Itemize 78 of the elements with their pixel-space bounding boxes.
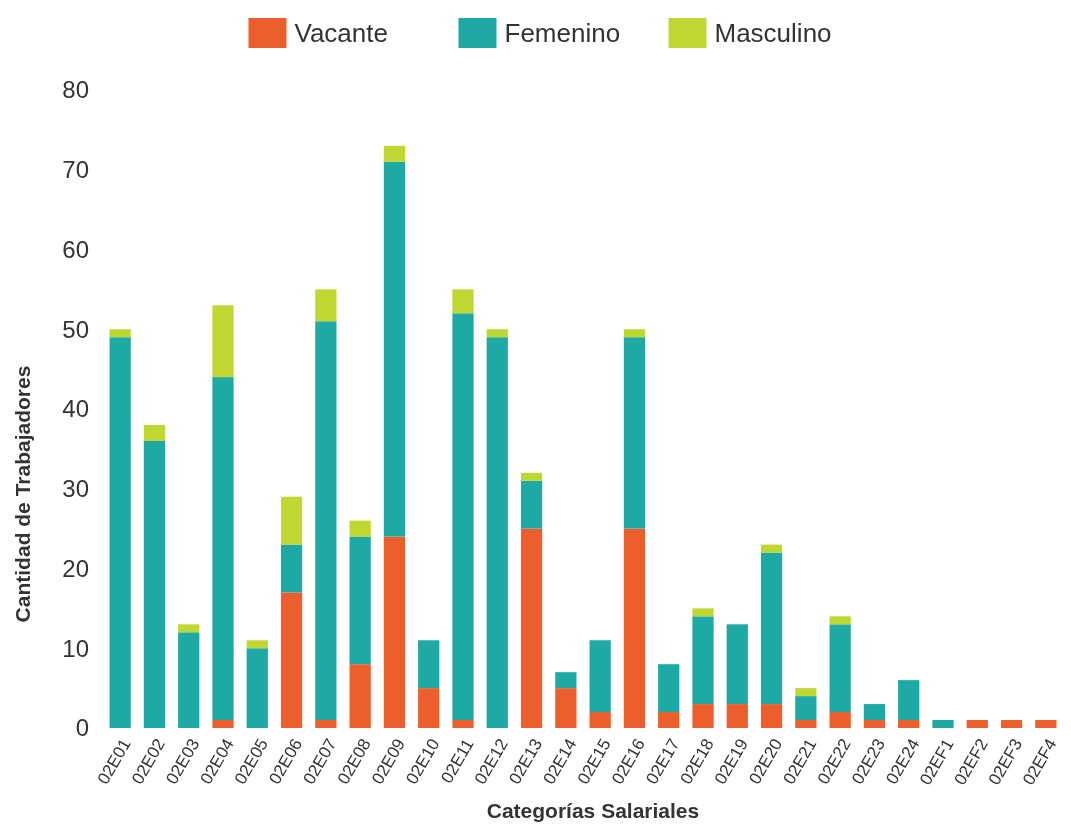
legend-label: Vacante bbox=[294, 18, 388, 49]
bar bbox=[623, 528, 646, 728]
bar bbox=[863, 720, 886, 728]
bar bbox=[623, 337, 646, 529]
bar bbox=[658, 712, 680, 728]
bar bbox=[486, 329, 508, 338]
y-tick-label: 50 bbox=[62, 315, 89, 343]
bar bbox=[795, 720, 817, 728]
bar bbox=[520, 528, 543, 728]
bar bbox=[246, 648, 268, 728]
bar bbox=[692, 616, 714, 705]
bar bbox=[109, 329, 131, 338]
bar bbox=[829, 616, 851, 625]
legend-label: Masculino bbox=[714, 18, 832, 49]
bar bbox=[623, 329, 646, 338]
y-tick-label: 30 bbox=[62, 475, 89, 503]
bar bbox=[143, 424, 166, 441]
bar bbox=[760, 552, 783, 705]
bar bbox=[795, 688, 817, 697]
bar bbox=[178, 632, 200, 728]
bar bbox=[212, 305, 234, 378]
bar bbox=[349, 520, 371, 537]
y-tick-label: 60 bbox=[62, 235, 89, 263]
y-tick-label: 40 bbox=[62, 395, 89, 423]
bar bbox=[795, 696, 817, 721]
y-axis-title: Cantidad de Trabajadores bbox=[11, 365, 34, 623]
bar bbox=[315, 720, 337, 728]
y-tick-label: 70 bbox=[62, 156, 89, 184]
bar bbox=[349, 664, 371, 728]
bar bbox=[280, 496, 303, 545]
bar bbox=[212, 720, 234, 728]
bar bbox=[658, 664, 680, 713]
bar bbox=[1035, 720, 1057, 728]
bar bbox=[726, 624, 748, 705]
bar bbox=[726, 704, 748, 728]
bar bbox=[349, 536, 371, 665]
bar bbox=[246, 640, 268, 649]
y-tick-label: 20 bbox=[62, 554, 89, 582]
bar bbox=[829, 624, 851, 713]
bar bbox=[555, 672, 577, 689]
bar bbox=[760, 544, 783, 553]
bar bbox=[212, 377, 234, 721]
bar bbox=[418, 640, 440, 689]
bar bbox=[383, 145, 406, 162]
bar bbox=[898, 680, 920, 721]
bar bbox=[452, 720, 474, 728]
bar bbox=[932, 720, 954, 728]
bar bbox=[178, 624, 200, 633]
bar bbox=[315, 321, 337, 721]
y-tick-label: 80 bbox=[62, 76, 89, 104]
bar bbox=[555, 688, 577, 728]
y-tick-label: 10 bbox=[62, 634, 89, 662]
legend-label: Femenino bbox=[504, 18, 621, 49]
bar bbox=[143, 440, 166, 728]
bar bbox=[315, 289, 337, 322]
bar bbox=[692, 608, 714, 617]
bar bbox=[418, 688, 440, 728]
bar bbox=[383, 161, 406, 537]
bar bbox=[486, 337, 508, 728]
bar bbox=[520, 472, 543, 481]
bar bbox=[966, 720, 988, 728]
bar bbox=[109, 337, 131, 728]
bar bbox=[760, 704, 783, 728]
bar bbox=[280, 544, 303, 593]
bar bbox=[452, 313, 474, 721]
bar bbox=[863, 704, 886, 721]
bar bbox=[589, 640, 611, 713]
bar bbox=[383, 536, 406, 728]
bar bbox=[692, 704, 714, 728]
bar bbox=[898, 720, 920, 728]
x-axis-title: Categorías Salariales bbox=[486, 799, 700, 822]
bar bbox=[452, 289, 474, 314]
bar bbox=[589, 712, 611, 728]
bar bbox=[280, 592, 303, 728]
bar bbox=[520, 480, 543, 529]
y-tick-label: 0 bbox=[75, 714, 89, 742]
bar bbox=[1000, 720, 1023, 728]
bar bbox=[829, 712, 851, 728]
